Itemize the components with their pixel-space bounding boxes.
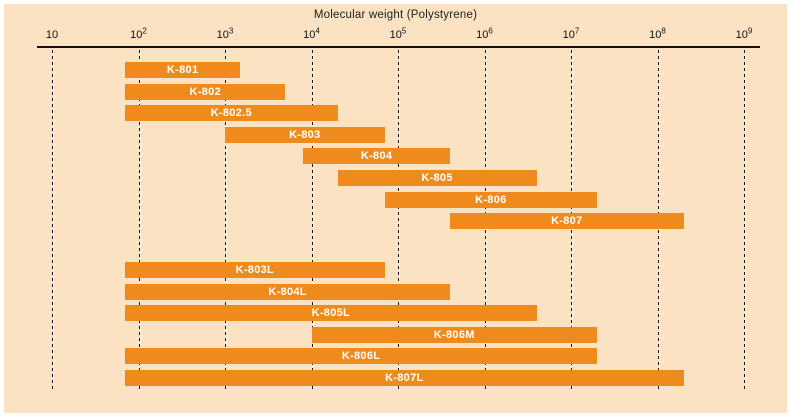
axis-tick-label: 109 bbox=[735, 26, 753, 41]
range-bar-k-806l: K-806L bbox=[125, 348, 598, 364]
gridline bbox=[744, 50, 745, 389]
range-bar-label: K-801 bbox=[166, 64, 199, 76]
range-bar-label: K-804 bbox=[360, 150, 393, 163]
range-bar-label: K-804L bbox=[268, 285, 307, 298]
range-bar-label: K-803 bbox=[289, 128, 321, 141]
gridline bbox=[225, 50, 226, 389]
range-bar-label: K-803L bbox=[235, 264, 275, 276]
range-bar-k-806: K-806 bbox=[384, 191, 598, 208]
range-bar-label: K-806 bbox=[475, 193, 507, 206]
range-bar-label: K-806M bbox=[433, 328, 475, 341]
axis-tick-label: 10 bbox=[45, 29, 59, 41]
range-bar-label: K-806L bbox=[341, 350, 381, 362]
range-bar-k-801: K-801 bbox=[125, 62, 241, 78]
range-bar-label: K-802.5 bbox=[210, 107, 252, 120]
axis-tick-label: 106 bbox=[476, 26, 493, 41]
axis-tick-label: 107 bbox=[562, 26, 580, 41]
axis-tick-label: 105 bbox=[389, 26, 407, 41]
x-axis-line bbox=[37, 46, 760, 48]
range-bar-k-806m: K-806M bbox=[311, 326, 598, 343]
range-bar-label: K-805 bbox=[421, 172, 453, 184]
range-bar-k-807: K-807 bbox=[450, 213, 684, 230]
range-bar-k-802-5: K-802.5 bbox=[125, 105, 338, 122]
gridline bbox=[398, 50, 399, 389]
gridline bbox=[138, 50, 140, 389]
range-bar-k-802: K-802 bbox=[125, 83, 286, 100]
chart-title: Molecular weight (Polystyrene) bbox=[313, 9, 478, 21]
gridline bbox=[52, 50, 53, 389]
gridline bbox=[311, 50, 313, 389]
axis-tick-label: 108 bbox=[649, 26, 666, 41]
range-bar-label: K-807 bbox=[551, 215, 583, 228]
range-bar-label: K-807L bbox=[385, 371, 424, 384]
range-bar-label: K-802 bbox=[189, 85, 221, 98]
range-bar-k-803l: K-803L bbox=[125, 262, 385, 278]
range-bar-label: K-805L bbox=[311, 307, 351, 319]
range-bar-k-804l: K-804L bbox=[125, 283, 451, 300]
range-bar-k-803: K-803 bbox=[225, 126, 385, 143]
range-bar-k-804: K-804 bbox=[303, 148, 451, 165]
range-bar-k-805: K-805 bbox=[337, 170, 537, 186]
axis-tick-label: 102 bbox=[130, 26, 147, 41]
range-bar-k-805l: K-805L bbox=[125, 305, 537, 321]
axis-tick-label: 103 bbox=[216, 26, 234, 41]
range-bar-k-807l: K-807L bbox=[125, 369, 684, 386]
axis-tick-label: 104 bbox=[303, 26, 320, 41]
